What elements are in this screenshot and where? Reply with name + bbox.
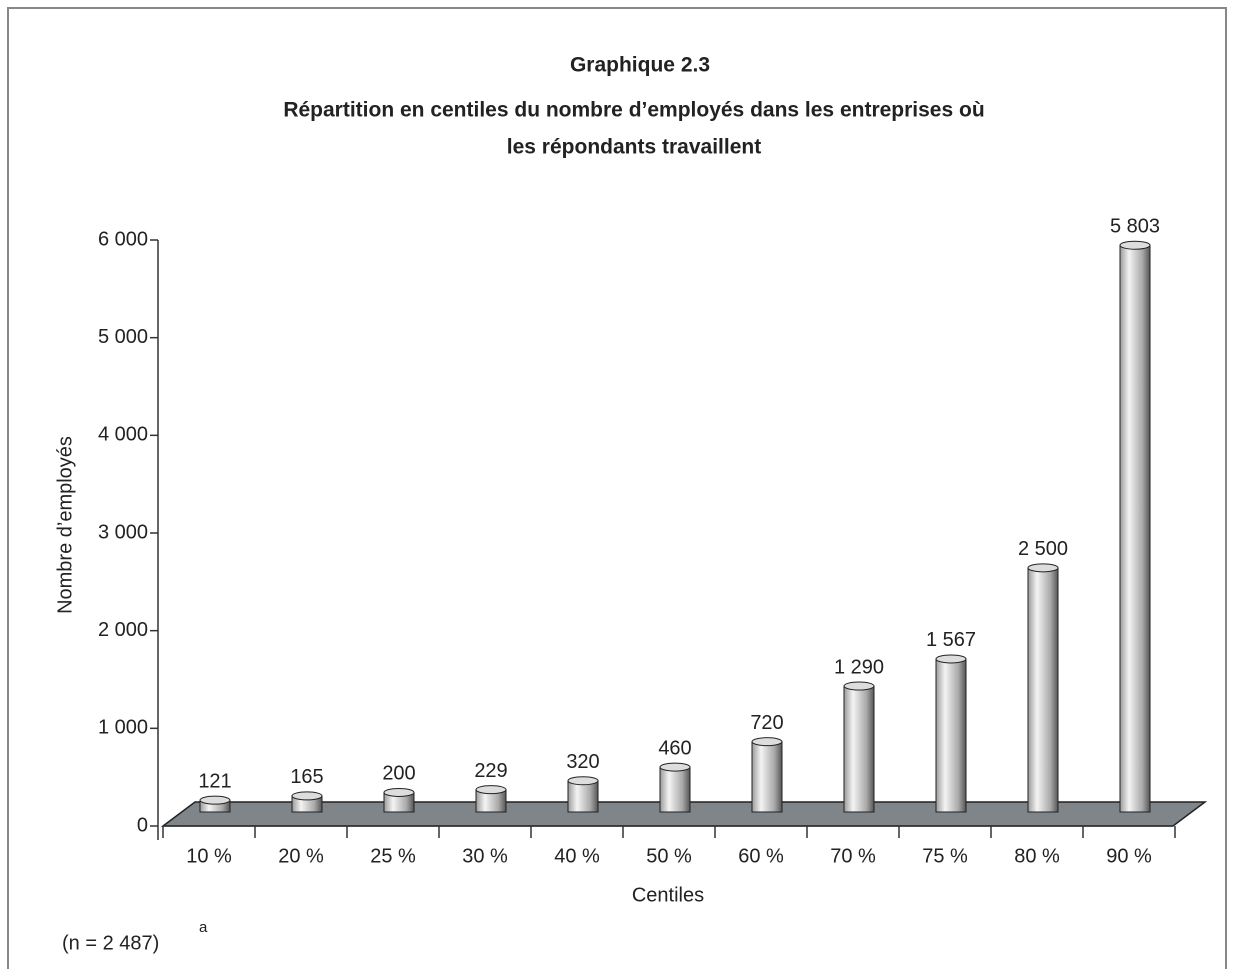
value-label: 200 bbox=[382, 763, 415, 785]
y-tick-label: 3 000 bbox=[98, 521, 148, 543]
x-tick-label: 70 % bbox=[830, 845, 876, 867]
x-tick-label: 30 % bbox=[462, 845, 508, 867]
bar-cap bbox=[199, 795, 231, 805]
y-tick-label: 2 000 bbox=[98, 619, 148, 641]
y-axis-label: Nombre d’employés bbox=[54, 436, 76, 614]
bar-cap bbox=[659, 762, 691, 772]
bar-cap bbox=[475, 785, 507, 795]
value-label: 229 bbox=[474, 760, 507, 782]
annotation-superscript: a bbox=[199, 919, 208, 936]
value-label: 320 bbox=[566, 751, 599, 773]
y-tick-label: 6 000 bbox=[98, 228, 148, 250]
x-tick-label: 60 % bbox=[738, 845, 784, 867]
value-label: 1 567 bbox=[926, 629, 976, 651]
bar-cap bbox=[291, 791, 323, 801]
y-tick-label: 5 000 bbox=[98, 326, 148, 348]
bar-cap bbox=[567, 776, 599, 786]
value-label: 121 bbox=[198, 770, 231, 792]
y-tick-label: 1 000 bbox=[98, 717, 148, 739]
value-label: 720 bbox=[750, 712, 783, 734]
bar-cap bbox=[383, 787, 415, 797]
chart-subtitle: les répondants travaillent bbox=[507, 136, 761, 159]
x-tick-label: 90 % bbox=[1106, 845, 1152, 867]
bar bbox=[567, 780, 599, 813]
value-label: 165 bbox=[290, 766, 323, 788]
value-label: 5 803 bbox=[1110, 216, 1160, 238]
bar bbox=[751, 741, 783, 813]
x-tick-label: 40 % bbox=[554, 845, 600, 867]
bar-cap bbox=[751, 737, 783, 747]
x-tick-label: 20 % bbox=[278, 845, 324, 867]
bar-cap bbox=[1027, 563, 1059, 573]
value-label: 2 500 bbox=[1018, 538, 1068, 560]
x-tick-label: 25 % bbox=[370, 845, 416, 867]
bar bbox=[1119, 244, 1151, 813]
bar-cap bbox=[843, 681, 875, 691]
x-axis-label: Centiles bbox=[632, 884, 704, 906]
bar bbox=[659, 766, 691, 813]
annotation: (n = 2 487) bbox=[62, 932, 159, 954]
value-label: 460 bbox=[658, 737, 691, 759]
x-tick-label: 75 % bbox=[922, 845, 968, 867]
bar bbox=[843, 685, 875, 813]
x-tick-label: 50 % bbox=[646, 845, 692, 867]
y-tick-label: 4 000 bbox=[98, 424, 148, 446]
x-tick-label: 80 % bbox=[1014, 845, 1060, 867]
chart-title: Graphique 2.3 bbox=[570, 54, 710, 77]
bar bbox=[935, 658, 967, 813]
y-tick-label: 0 bbox=[137, 814, 148, 836]
frame bbox=[7, 7, 1227, 969]
bar bbox=[1027, 567, 1059, 813]
chart-subtitle: Répartition en centiles du nombre d’empl… bbox=[283, 99, 984, 122]
value-label: 1 290 bbox=[834, 656, 884, 678]
bar-cap bbox=[935, 654, 967, 664]
bar-cap bbox=[1119, 240, 1151, 250]
x-tick-label: 10 % bbox=[186, 845, 232, 867]
